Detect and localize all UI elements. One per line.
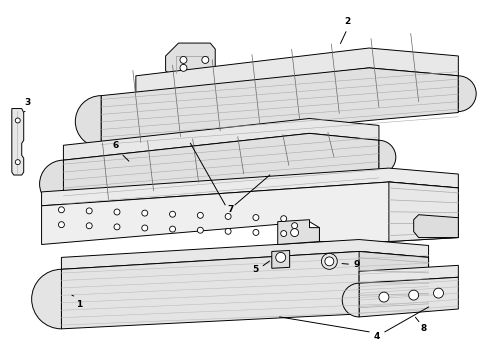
Circle shape [280, 216, 286, 222]
Circle shape [252, 229, 258, 235]
Circle shape [291, 223, 297, 229]
Polygon shape [12, 109, 24, 175]
Circle shape [321, 253, 337, 269]
Circle shape [169, 211, 175, 217]
Circle shape [290, 229, 298, 237]
Circle shape [86, 223, 92, 229]
Circle shape [180, 57, 186, 63]
Circle shape [15, 159, 20, 165]
Circle shape [86, 208, 92, 214]
Circle shape [378, 292, 388, 302]
Polygon shape [136, 48, 457, 96]
Circle shape [275, 252, 285, 262]
Circle shape [142, 210, 147, 216]
Polygon shape [61, 251, 427, 329]
Text: 7: 7 [226, 205, 233, 214]
Polygon shape [358, 251, 427, 314]
Text: 8: 8 [420, 324, 426, 333]
Polygon shape [41, 168, 457, 206]
Wedge shape [40, 160, 63, 208]
Wedge shape [457, 76, 475, 112]
Text: 2: 2 [344, 17, 349, 26]
Polygon shape [358, 265, 457, 283]
Polygon shape [63, 118, 378, 160]
Circle shape [180, 64, 186, 71]
Circle shape [59, 207, 64, 213]
Circle shape [324, 257, 333, 266]
Polygon shape [63, 133, 378, 208]
Wedge shape [378, 140, 395, 174]
Polygon shape [277, 220, 319, 244]
Polygon shape [61, 239, 427, 269]
Circle shape [114, 224, 120, 230]
Circle shape [224, 213, 231, 219]
Circle shape [202, 57, 208, 63]
Text: 3: 3 [24, 98, 31, 107]
Polygon shape [388, 182, 457, 242]
Wedge shape [342, 283, 358, 317]
Polygon shape [101, 68, 457, 148]
Polygon shape [165, 43, 215, 79]
Polygon shape [413, 215, 457, 238]
Polygon shape [41, 182, 457, 244]
Wedge shape [75, 96, 101, 147]
Circle shape [59, 222, 64, 228]
Circle shape [197, 227, 203, 233]
Polygon shape [271, 251, 289, 268]
Circle shape [142, 225, 147, 231]
Text: 4: 4 [373, 332, 379, 341]
Circle shape [114, 209, 120, 215]
Text: 6: 6 [113, 141, 119, 150]
Circle shape [224, 228, 231, 234]
Text: 9: 9 [353, 260, 360, 269]
Circle shape [252, 215, 258, 221]
Text: 1: 1 [76, 300, 82, 309]
Circle shape [169, 226, 175, 232]
Circle shape [197, 212, 203, 218]
Circle shape [408, 290, 418, 300]
Circle shape [280, 230, 286, 237]
Text: 5: 5 [251, 265, 258, 274]
Circle shape [15, 118, 20, 123]
Circle shape [433, 288, 443, 298]
Wedge shape [32, 269, 61, 329]
Polygon shape [358, 277, 457, 317]
